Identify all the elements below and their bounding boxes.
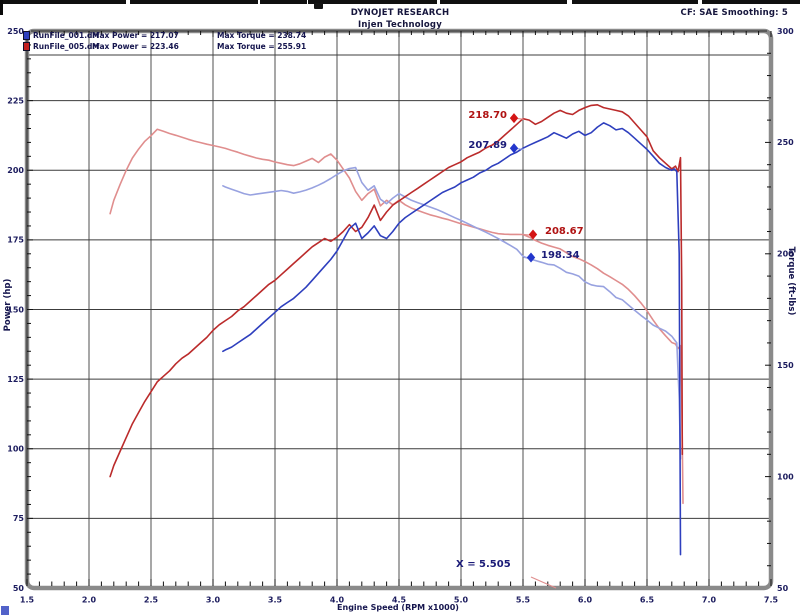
rpm-tick-label: 6.5 bbox=[640, 596, 655, 605]
callout-power-run1: 207.89 bbox=[468, 140, 507, 151]
scan-smudge-icon bbox=[1, 606, 9, 615]
rpm-tick-label: 5.5 bbox=[516, 596, 531, 605]
power-tick-label: 125 bbox=[7, 375, 24, 384]
curve-runfile-001-drf-power bbox=[222, 122, 682, 556]
corner-mark bbox=[0, 0, 3, 15]
rpm-tick-label: 2.0 bbox=[82, 596, 97, 605]
power-tick-label: 50 bbox=[13, 584, 25, 593]
report-subtitle: Injen Technology bbox=[358, 20, 442, 30]
power-tick-label: 175 bbox=[7, 236, 24, 245]
legend-row-run1: RunFile_001.drf Max Power = 217.07 Max T… bbox=[0, 31, 340, 42]
power-tick-label: 75 bbox=[13, 514, 25, 523]
cursor-diamond-icon bbox=[526, 252, 536, 263]
run2-flag-icon bbox=[23, 42, 30, 51]
rpm-tick-label: 5.0 bbox=[454, 596, 469, 605]
rpm-tick-label: 7.0 bbox=[702, 596, 717, 605]
power-axis-title: Power (hp) bbox=[3, 278, 13, 332]
power-tick-label: 100 bbox=[7, 445, 24, 454]
power-tick-label: 150 bbox=[7, 305, 24, 314]
rpm-axis-title: Engine Speed (RPM x1000) bbox=[337, 603, 459, 612]
run1-max-power: Max Power = 217.07 bbox=[92, 31, 179, 40]
run2-max-torque: Max Torque = 255.91 bbox=[217, 42, 307, 51]
rpm-tick-label: 3.5 bbox=[268, 596, 283, 605]
power-tick-label: 200 bbox=[7, 166, 24, 175]
callout-torque-run1: 198.34 bbox=[541, 250, 580, 261]
run1-flag-icon bbox=[23, 31, 30, 40]
torque-axis-title: Torque (ft-lbs) bbox=[786, 246, 796, 316]
torque-tick-label: 50 bbox=[777, 584, 789, 593]
curve-runfile-005-drf-torque bbox=[109, 128, 684, 505]
torque-tick-label: 100 bbox=[777, 472, 794, 481]
power-tick-label: 225 bbox=[7, 96, 24, 105]
rpm-tick-label: 6.0 bbox=[578, 596, 593, 605]
torque-tick-label: 250 bbox=[777, 138, 794, 147]
rpm-tick-label: 1.5 bbox=[20, 596, 35, 605]
torn-paper-edge bbox=[0, 0, 800, 4]
correction-smoothing-note: CF: SAE Smoothing: 5 bbox=[680, 8, 788, 18]
torque-tick-label: 300 bbox=[777, 27, 794, 36]
rpm-tick-label: 3.0 bbox=[206, 596, 221, 605]
curve-runfile-001-drf-torque bbox=[222, 166, 682, 460]
rpm-tick-label: 4.5 bbox=[392, 596, 407, 605]
run1-filename: RunFile_001.drf bbox=[33, 31, 100, 40]
power-tick-label: 250 bbox=[7, 27, 24, 36]
cursor-diamond-icon bbox=[509, 113, 519, 124]
run2-filename: RunFile_005.drf bbox=[33, 42, 100, 51]
scan-smudge-icon bbox=[314, 3, 323, 9]
legend-row-run2: RunFile_005.drf Max Power = 223.46 Max T… bbox=[0, 42, 340, 53]
cursor-diamond-icon bbox=[528, 229, 538, 240]
cursor-diamond-icon bbox=[509, 143, 519, 154]
report-title: DYNOJET RESEARCH bbox=[350, 8, 450, 18]
callout-power-run2: 218.70 bbox=[468, 110, 507, 121]
callout-torque-run2: 208.67 bbox=[545, 226, 584, 237]
run1-max-torque: Max Torque = 238.74 bbox=[217, 31, 307, 40]
rpm-tick-label: 4.0 bbox=[330, 596, 345, 605]
cursor-rpm-label: X = 5.505 bbox=[456, 559, 511, 570]
rpm-tick-label: 2.5 bbox=[144, 596, 159, 605]
rpm-tick-label: 7.5 bbox=[764, 596, 779, 605]
curve-runfile-005-drf-power bbox=[109, 104, 684, 478]
run2-max-power: Max Power = 223.46 bbox=[92, 42, 179, 51]
torque-tick-label: 150 bbox=[777, 361, 794, 370]
torque-tick-label: 200 bbox=[777, 250, 794, 259]
